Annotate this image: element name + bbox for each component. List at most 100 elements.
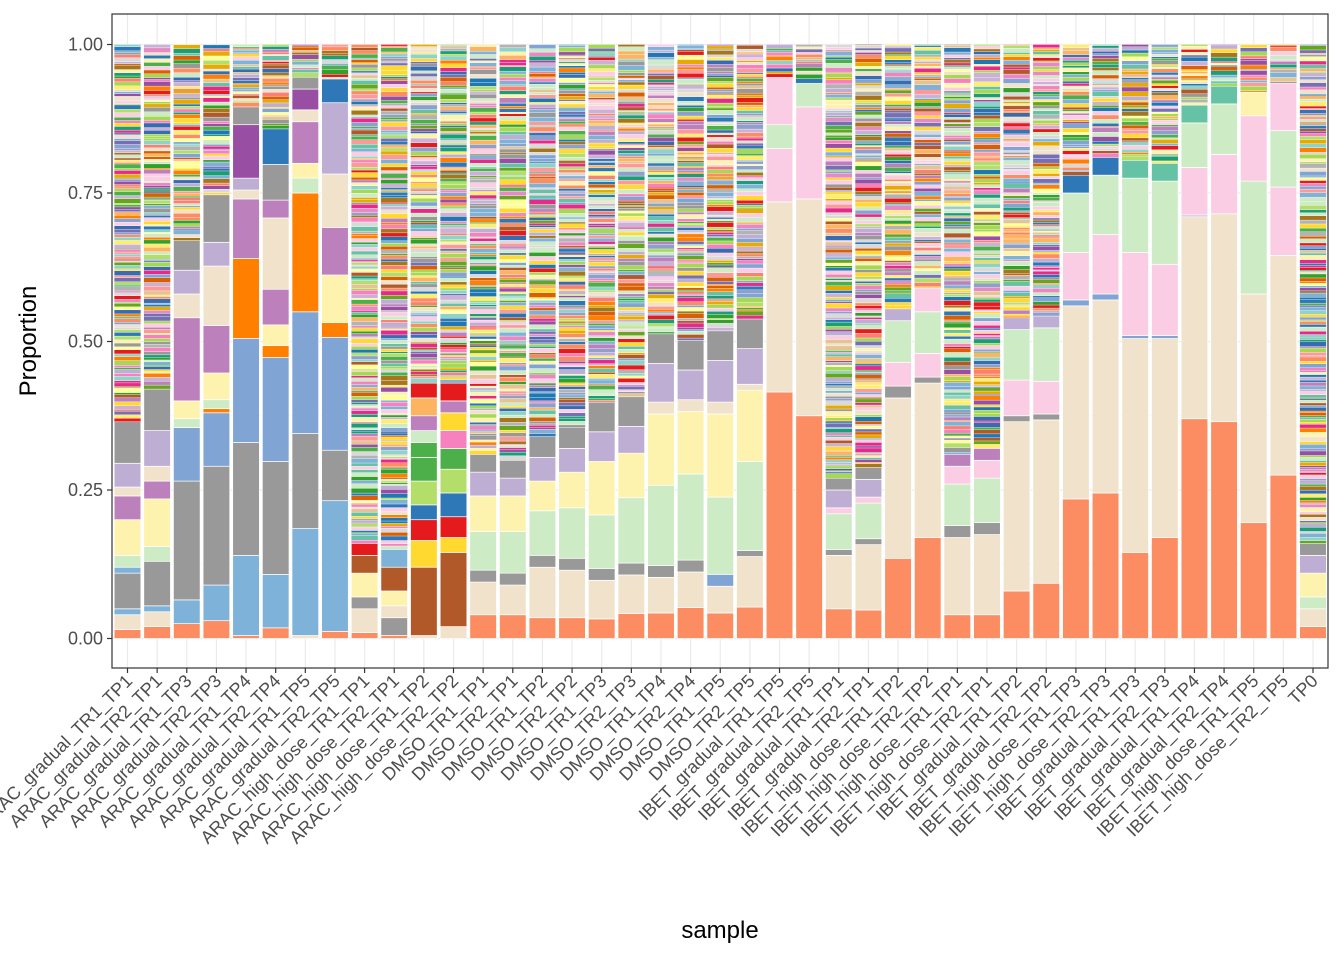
bar-segment-minor	[914, 282, 942, 287]
bar-segment-minor	[647, 162, 675, 167]
bar-segment-minor	[617, 88, 645, 93]
bar-segment-minor	[617, 101, 645, 104]
bar-segment-minor	[380, 163, 408, 168]
bar-segment-minor	[588, 343, 616, 349]
bar-segment-minor	[677, 313, 705, 319]
bar-segment-minor	[440, 74, 467, 78]
bar-segment-minor	[262, 48, 290, 53]
bar-segment-minor	[617, 184, 645, 190]
bar-segment-minor	[617, 180, 645, 185]
bar-segment-minor	[825, 190, 853, 192]
bar-segment-minor	[499, 103, 527, 107]
bar-segment-minor	[914, 72, 942, 74]
bar-segment	[647, 576, 675, 614]
bar-segment	[1180, 418, 1209, 639]
bar-segment-minor	[1269, 77, 1297, 82]
bar-segment-minor	[499, 284, 527, 288]
bar-segment-minor	[973, 351, 1001, 353]
bar-segment-minor	[1121, 115, 1149, 119]
bar-segment-minor	[825, 360, 853, 363]
bar-segment-minor	[1062, 88, 1090, 91]
bar-segment-minor	[1299, 161, 1327, 164]
bar-segment-minor	[914, 226, 942, 229]
bar-segment-minor	[1299, 105, 1327, 109]
bar-segment-minor	[914, 68, 942, 73]
bar-segment	[676, 607, 705, 639]
bar-segment-minor	[943, 210, 971, 214]
bar-segment-minor	[588, 160, 616, 163]
bar-segment-minor	[114, 346, 141, 350]
bar-segment-minor	[469, 168, 497, 172]
bar-segment-minor	[380, 450, 408, 455]
bar-segment-minor	[1151, 67, 1179, 69]
bar-segment-minor	[351, 444, 379, 448]
bar-segment-minor	[143, 357, 171, 361]
bar-segment	[262, 288, 290, 326]
bar-segment-minor	[469, 309, 497, 314]
bar-segment-minor	[914, 232, 942, 237]
bar-segment-minor	[914, 66, 942, 69]
bar-segment-minor	[351, 104, 379, 106]
bar-segment-minor	[528, 247, 556, 253]
bar-segment-minor	[351, 321, 379, 326]
bar-segment-minor	[1299, 410, 1327, 413]
bar-segment-minor	[173, 93, 201, 98]
bar-segment-minor	[736, 310, 764, 316]
bar-segment-minor	[528, 152, 556, 156]
bar-segment-minor	[499, 277, 527, 280]
bar-segment-minor	[825, 455, 853, 458]
bar-segment-minor	[1299, 417, 1327, 420]
bar-segment-minor	[943, 180, 971, 184]
bar-segment-minor	[558, 397, 586, 400]
bar-segment-minor	[173, 141, 201, 145]
bar-segment	[1151, 162, 1179, 182]
bar-segment-minor	[499, 364, 527, 367]
bar-segment-minor	[647, 107, 675, 109]
bar-segment-minor	[232, 89, 260, 92]
bar-segment-minor	[469, 296, 497, 301]
bar-segment-minor	[825, 245, 853, 248]
bar-segment-minor	[499, 139, 527, 144]
bar-segment-minor	[380, 535, 408, 541]
bar-segment-minor	[499, 417, 527, 423]
bar-segment-minor	[943, 369, 971, 375]
bar-segment-minor	[617, 378, 645, 383]
bar-segment-minor	[1032, 55, 1060, 58]
bar-segment-minor	[854, 82, 882, 86]
bar-segment-minor	[499, 216, 527, 219]
bar-segment-minor	[825, 390, 853, 394]
bar-segment-minor	[528, 318, 556, 322]
bar-segment-minor	[736, 180, 764, 185]
bar-segment-minor	[440, 71, 467, 75]
bar-segment-minor	[380, 154, 408, 160]
bar-DMSO_TR2_TP2	[558, 44, 586, 639]
bar-segment-minor	[1032, 209, 1060, 213]
bar-segment-minor	[973, 257, 1001, 261]
bar-segment-minor	[351, 77, 379, 81]
bar-segment-minor	[410, 252, 438, 257]
bar-segment-minor	[973, 176, 1001, 180]
bar-segment-minor	[410, 109, 438, 114]
bar-segment-minor	[854, 305, 882, 309]
bar-segment-minor	[114, 112, 141, 118]
bar-segment-minor	[884, 156, 912, 161]
bar-segment-minor	[1032, 215, 1060, 219]
bar-segment-minor	[884, 126, 912, 132]
bar-segment-minor	[351, 299, 379, 305]
bar-segment-minor	[914, 256, 942, 260]
bar-segment-minor	[943, 189, 971, 191]
bar-segment-minor	[528, 97, 556, 103]
bar-segment-minor	[410, 375, 438, 379]
bar-segment-minor	[528, 360, 556, 365]
bar-segment-minor	[114, 249, 141, 253]
bar-segment-minor	[647, 79, 675, 83]
bar-segment-minor	[736, 207, 764, 209]
bar-segment-minor	[114, 144, 141, 149]
bar-segment-minor	[677, 237, 705, 242]
bar-segment-minor	[469, 189, 497, 192]
bar-segment-minor	[854, 308, 882, 311]
bar-segment-minor	[943, 336, 971, 340]
bar-segment-minor	[706, 71, 734, 74]
bar-segment	[825, 477, 853, 491]
